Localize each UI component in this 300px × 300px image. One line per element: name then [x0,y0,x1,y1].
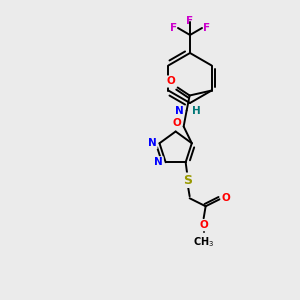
Text: O: O [222,193,230,203]
Text: F: F [170,23,177,33]
Text: H: H [192,106,200,116]
Text: CH$_3$: CH$_3$ [193,235,214,249]
Text: F: F [186,16,194,26]
Text: O: O [199,220,208,230]
Text: O: O [167,76,176,86]
Text: O: O [172,118,181,128]
Text: S: S [183,174,192,187]
Text: F: F [203,23,210,33]
Text: N: N [175,106,184,116]
Text: N: N [148,138,157,148]
Text: N: N [154,157,163,167]
